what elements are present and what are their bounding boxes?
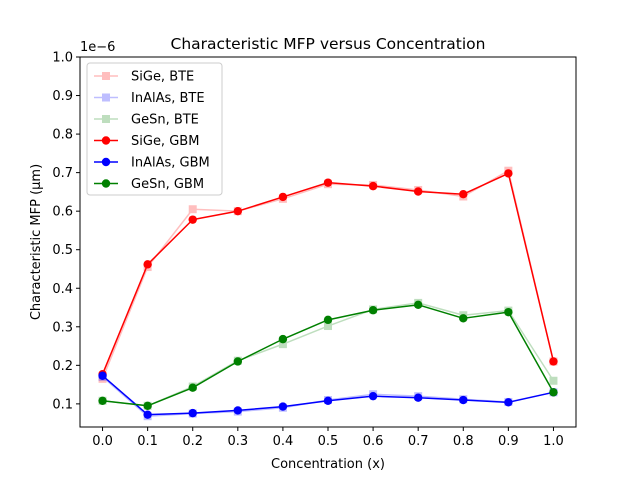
data-point xyxy=(278,334,288,344)
x-tick-label: 0.6 xyxy=(363,434,384,449)
legend-label: InAlAs, BTE xyxy=(131,91,205,106)
data-point xyxy=(459,395,468,405)
legend-marker xyxy=(101,136,111,145)
chart-title: Characteristic MFP versus Concentration xyxy=(171,35,486,53)
data-point xyxy=(143,410,152,419)
x-tick-label: 0.1 xyxy=(137,434,158,449)
data-point xyxy=(413,187,423,196)
data-point xyxy=(278,340,287,349)
data-point xyxy=(459,314,468,323)
legend-label: InAlAs, GBM xyxy=(131,156,210,171)
y-tick-label: 1.0 xyxy=(52,51,73,66)
data-point xyxy=(504,169,513,178)
y-tick-label: 0.5 xyxy=(52,243,73,258)
x-tick-label: 0.7 xyxy=(408,434,429,449)
legend-swatch xyxy=(94,136,118,145)
legend-marker xyxy=(102,72,110,80)
data-point xyxy=(504,398,513,407)
x-tick-label: 0.0 xyxy=(92,434,113,449)
legend-swatch xyxy=(94,115,118,123)
data-point xyxy=(233,357,243,366)
data-point xyxy=(413,300,423,310)
y-axis-label: Characteristic MFP (μm) xyxy=(29,164,44,320)
x-tick-label: 0.5 xyxy=(318,434,339,449)
series-sige-gbm xyxy=(98,169,558,379)
data-point xyxy=(324,322,332,331)
data-point xyxy=(188,408,197,418)
legend-swatch xyxy=(94,72,118,80)
y-tick-label: 0.1 xyxy=(52,397,73,412)
data-point xyxy=(323,178,333,187)
data-point xyxy=(188,215,197,224)
y-axis-offset-text: 1e−6 xyxy=(80,40,115,55)
legend-label: SiGe, GBM xyxy=(131,134,199,149)
data-point xyxy=(233,406,243,415)
series-gesn-gbm xyxy=(98,300,558,411)
data-point xyxy=(368,181,378,191)
legend-frame xyxy=(86,62,223,196)
data-point xyxy=(278,192,288,202)
data-point xyxy=(98,396,107,405)
data-point xyxy=(323,315,333,325)
data-point xyxy=(368,306,378,315)
data-point xyxy=(323,396,333,405)
data-point xyxy=(368,391,378,401)
data-point xyxy=(549,357,558,366)
x-tick-label: 0.8 xyxy=(453,434,474,449)
y-tick-label: 0.4 xyxy=(52,282,73,297)
legend-swatch xyxy=(94,157,118,167)
data-point xyxy=(549,376,558,385)
legend-label: GeSn, GBM xyxy=(131,177,204,192)
x-tick-label: 0.9 xyxy=(498,434,519,449)
data-point xyxy=(278,402,288,411)
x-tick-label: 1.0 xyxy=(543,434,564,449)
data-point xyxy=(143,260,152,269)
data-point xyxy=(143,401,152,411)
y-tick-label: 0.6 xyxy=(52,205,73,220)
data-point xyxy=(233,206,243,216)
y-tick-label: 0.9 xyxy=(52,89,73,104)
y-tick-label: 0.7 xyxy=(52,166,73,181)
data-point xyxy=(98,371,107,380)
series-inalas-gbm xyxy=(98,371,558,419)
data-point xyxy=(413,393,423,402)
legend-marker xyxy=(101,157,111,167)
legend-marker xyxy=(101,179,111,188)
data-point xyxy=(459,190,468,199)
y-tick-label: 0.8 xyxy=(52,128,73,143)
legend-label: SiGe, BTE xyxy=(131,70,194,85)
x-tick-label: 0.4 xyxy=(273,434,294,449)
x-tick-label: 0.3 xyxy=(227,434,248,449)
data-point xyxy=(549,388,558,397)
y-tick-label: 0.2 xyxy=(52,359,73,374)
data-point xyxy=(504,307,513,317)
y-axis: 0.1 0.2 0.3 0.4 0.5 0.6 0.7 0.8 0.9 1.0 xyxy=(52,51,80,412)
legend-swatch xyxy=(94,179,118,188)
legend: SiGe, BTE InAlAs, BTE GeSn, BTE SiGe, GBM In… xyxy=(86,62,223,196)
data-point xyxy=(188,383,197,392)
x-axis-label: Concentration (x) xyxy=(271,457,385,472)
legend-swatch xyxy=(94,93,118,102)
series-layer xyxy=(98,166,558,421)
x-axis: 0.0 0.1 0.2 0.3 0.4 0.5 0.6 0.7 0.8 0.9 1.0 xyxy=(92,427,564,449)
data-point xyxy=(188,205,197,214)
x-tick-label: 0.2 xyxy=(182,434,203,449)
legend-marker xyxy=(102,115,110,123)
y-tick-label: 0.3 xyxy=(52,320,73,335)
legend-label: GeSn, BTE xyxy=(131,113,199,128)
legend-marker xyxy=(102,93,110,102)
